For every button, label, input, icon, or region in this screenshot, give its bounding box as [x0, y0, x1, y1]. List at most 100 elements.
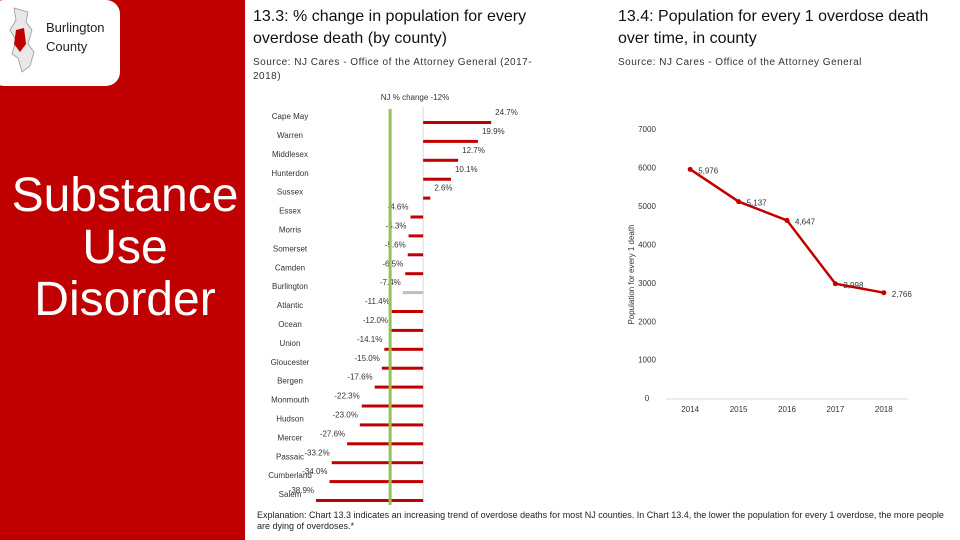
subtitle-wrap: Source: NJ Cares - Office of the Attorne… [618, 57, 862, 68]
subtitle-wrap: Source: NJ Cares - Office of the Attorne… [253, 57, 533, 82]
category-label: Hudson [276, 415, 304, 424]
sidebar [0, 0, 245, 540]
bar [329, 480, 424, 484]
y-axis-label: Population for every 1 death [627, 224, 636, 324]
category-label: Cape May [272, 112, 308, 121]
bar [374, 385, 424, 389]
point [784, 217, 790, 223]
category-label: Atlantic [277, 301, 303, 310]
category-label: Cumberland [268, 471, 312, 480]
value-label: 5,137 [747, 199, 768, 208]
value-label: -22.3% [334, 392, 359, 401]
sidebar-heading: Substance Use Disorder [11, 170, 239, 326]
value-label: -5.3% [386, 222, 407, 231]
point [881, 290, 887, 296]
category-label: Somerset [273, 244, 308, 253]
explanation: Explanation: Chart 13.3 indicates an inc… [257, 510, 944, 531]
x-tick-label: 2015 [730, 405, 748, 414]
map-highlight [14, 28, 26, 52]
category-label: Bergen [277, 377, 303, 386]
bar [402, 291, 424, 295]
value-label: -27.6% [320, 429, 345, 438]
y-tick-label: 0 [645, 394, 650, 403]
bar [405, 272, 424, 276]
category-label: Middlesex [272, 150, 308, 159]
value-label: -4.6% [388, 203, 409, 212]
value-label: -15.0% [354, 354, 379, 363]
category-label: Camden [275, 263, 305, 272]
value-label: 10.1% [455, 165, 478, 174]
x-tick-label: 2018 [875, 405, 893, 414]
category-label: Essex [279, 207, 301, 216]
value-label: -33.2% [304, 448, 329, 457]
value-label: 5,976 [698, 166, 719, 175]
category-label: Passaic [276, 452, 304, 461]
x-tick-label: 2014 [681, 405, 699, 414]
bar [316, 499, 424, 502]
chart-title: 13.3: % change in population for every o… [253, 8, 527, 47]
bar [384, 347, 424, 351]
bar [361, 404, 424, 408]
badge-text: Burlington County [46, 20, 105, 54]
y-tick-label: 7000 [638, 125, 656, 134]
value-label: 19.9% [482, 127, 505, 136]
value-label: -23.0% [332, 411, 357, 420]
value-label: -34.0% [302, 467, 327, 476]
value-label: 2.6% [434, 184, 452, 193]
value-label: -11.4% [365, 297, 390, 306]
value-label: 24.7% [495, 108, 518, 117]
value-label: -6.5% [382, 259, 403, 268]
title-wrap: 13.3: % change in population for every o… [253, 8, 527, 47]
category-label: Monmouth [271, 396, 309, 405]
category-label: Union [280, 339, 301, 348]
bar [423, 177, 451, 181]
category-label: Ocean [278, 320, 302, 329]
category-label: Hunterdon [271, 169, 308, 178]
category-label: Morris [279, 226, 301, 235]
value-label: 4,647 [795, 218, 816, 227]
bar [423, 158, 459, 162]
category-label: Sussex [277, 188, 303, 197]
category-label: Mercer [278, 433, 303, 442]
y-tick-label: 2000 [638, 317, 656, 326]
chart-subtitle: Source: NJ Cares - Office of the Attorne… [253, 57, 533, 82]
bar [423, 196, 431, 200]
bar [331, 461, 424, 465]
y-tick-label: 1000 [638, 356, 656, 365]
category-label: Warren [277, 131, 303, 140]
category-label: Gloucester [271, 358, 310, 367]
value-label: 12.7% [462, 146, 485, 155]
bar [347, 442, 424, 446]
bar [390, 328, 424, 332]
chart-subtitle: Source: NJ Cares - Office of the Attorne… [618, 57, 862, 68]
value-label: -12.0% [363, 316, 388, 325]
bar [381, 366, 424, 370]
value-label: 2,766 [892, 290, 913, 299]
bar [410, 215, 424, 219]
y-tick-label: 5000 [638, 202, 656, 211]
bar [423, 121, 492, 124]
x-tick-label: 2017 [827, 405, 845, 414]
value-label: -5.6% [385, 240, 406, 249]
value-label: -14.1% [357, 335, 382, 344]
y-tick-label: 3000 [638, 279, 656, 288]
y-tick-label: 6000 [638, 164, 656, 173]
heading-wrap: Substance Use Disorder [11, 170, 239, 326]
value-label: 2,998 [843, 281, 864, 290]
reference-label: NJ % change -12% [381, 93, 449, 102]
category-label: Salem [279, 490, 302, 499]
chart-title: 13.4: Population for every 1 overdose de… [618, 8, 929, 47]
title-wrap: 13.4: Population for every 1 overdose de… [618, 8, 929, 47]
bar [423, 139, 478, 143]
point [687, 166, 693, 172]
point [832, 281, 838, 287]
bar [408, 234, 424, 238]
value-label: -17.6% [347, 373, 372, 382]
x-tick-label: 2016 [778, 405, 796, 414]
category-label: Burlington [272, 282, 308, 291]
bar [391, 310, 424, 313]
point [736, 199, 742, 205]
bar [407, 253, 424, 257]
